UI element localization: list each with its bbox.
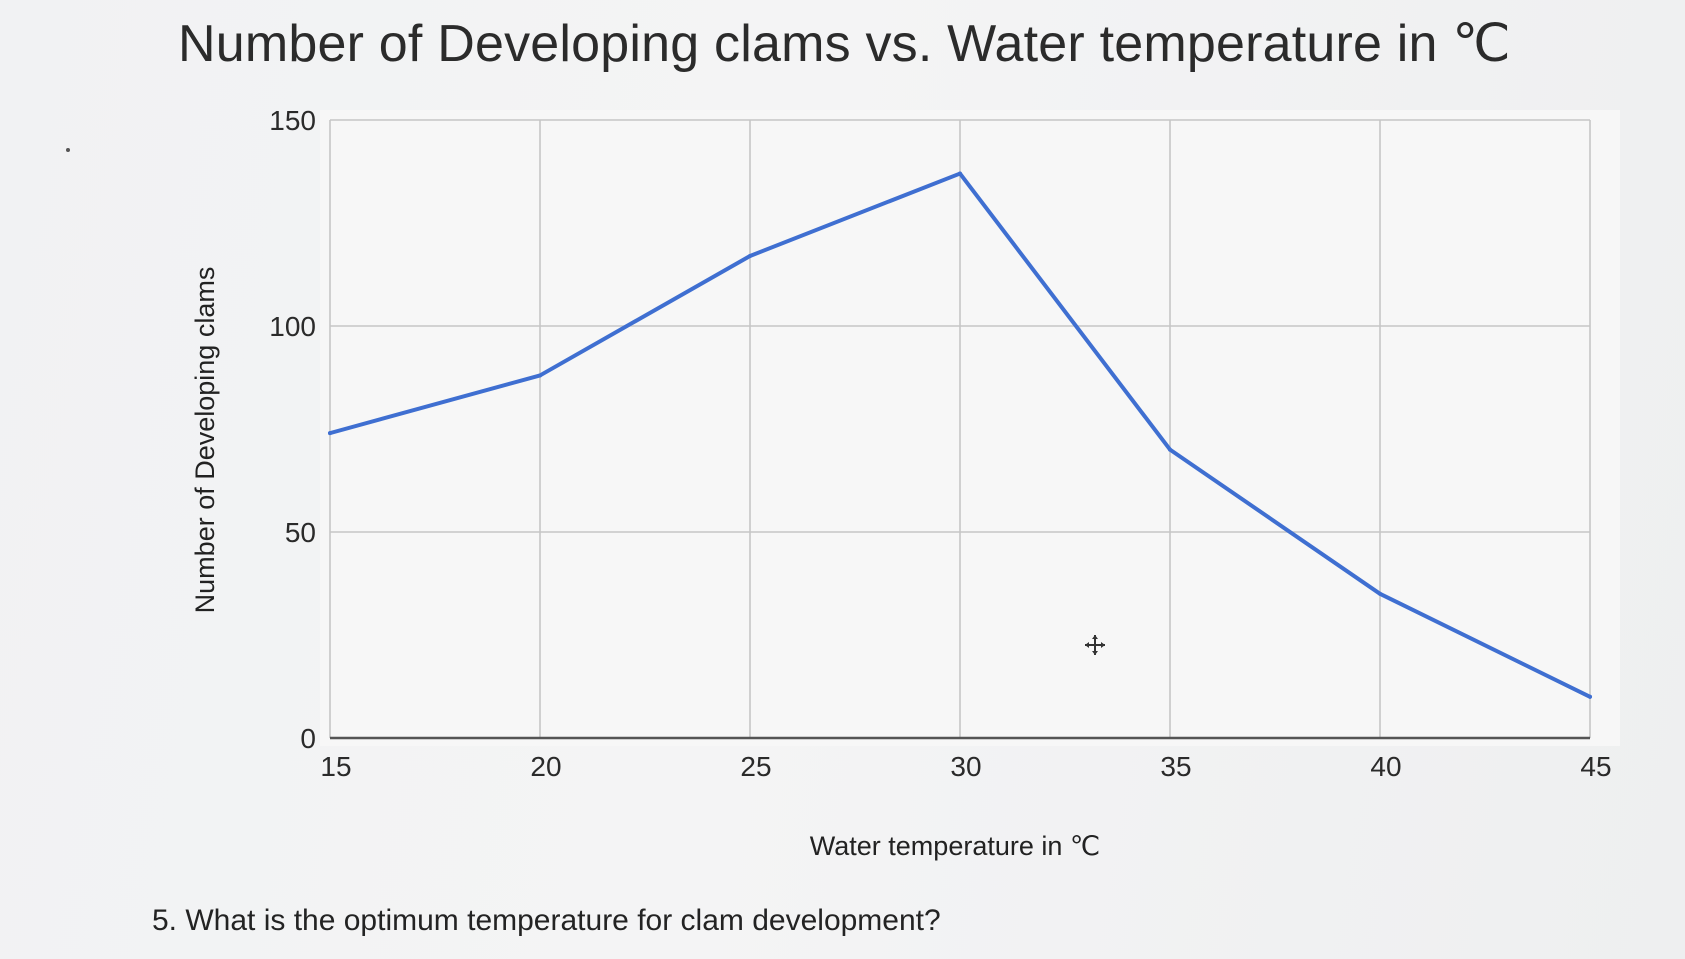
x-axis-ticks: 15 20 25 30 35 40 45 bbox=[320, 751, 1611, 782]
data-point bbox=[1588, 694, 1592, 699]
y-tick-label: 50 bbox=[285, 517, 316, 548]
y-axis-ticks: 0 50 100 150 bbox=[269, 105, 316, 754]
move-cursor-icon bbox=[1085, 635, 1105, 655]
y-tick-label: 150 bbox=[269, 105, 316, 136]
x-tick-label: 40 bbox=[1370, 751, 1401, 782]
question-text: 5. What is the optimum temperature for c… bbox=[152, 904, 941, 937]
data-points bbox=[328, 171, 1592, 699]
chart-title: Number of Developing clams vs. Water tem… bbox=[178, 15, 1511, 73]
y-tick-label: 100 bbox=[269, 311, 316, 342]
y-tick-label: 0 bbox=[300, 723, 316, 754]
data-point bbox=[1378, 591, 1382, 596]
x-tick-label: 30 bbox=[950, 751, 981, 782]
plot-area bbox=[320, 110, 1620, 746]
data-point bbox=[328, 431, 332, 436]
data-point bbox=[1168, 447, 1172, 452]
x-tick-label: 35 bbox=[1160, 751, 1191, 782]
x-tick-label: 25 bbox=[740, 751, 771, 782]
data-point bbox=[958, 171, 962, 176]
x-tick-label: 45 bbox=[1580, 751, 1611, 782]
gridlines bbox=[329, 119, 1591, 738]
data-point bbox=[748, 253, 752, 258]
x-tick-label: 15 bbox=[320, 751, 351, 782]
x-tick-label: 20 bbox=[530, 751, 561, 782]
data-point bbox=[538, 373, 542, 378]
x-axis-title: Water temperature in ℃ bbox=[810, 831, 1100, 861]
y-axis-title: Number of Developing clams bbox=[190, 267, 220, 614]
bullet-mark bbox=[66, 148, 70, 152]
